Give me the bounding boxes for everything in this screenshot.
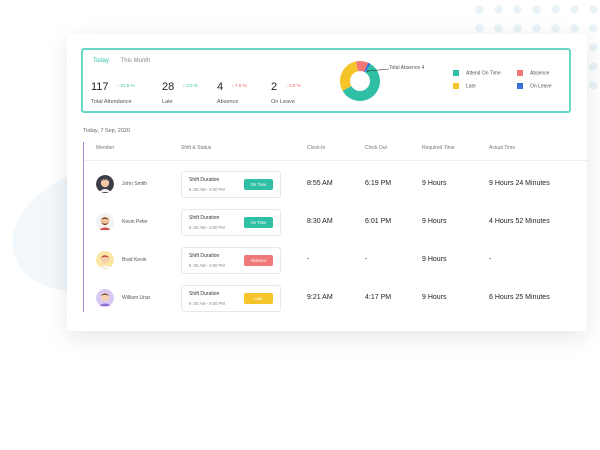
stat-label: On Leave (271, 99, 295, 105)
table-row[interactable]: John Smith Shift Duration 9 :00 AM - 6:0… (84, 165, 588, 203)
stat-absence: 4 ↓ 7.0 % Absence (217, 77, 247, 105)
member-name[interactable]: John Smith (122, 181, 148, 187)
legend-label: Absence (530, 70, 550, 77)
avatar-male-dark-hair-icon (96, 175, 114, 193)
legend-item-attend-on-time: Attend On Time (453, 70, 501, 76)
legend-label: Late (466, 83, 476, 90)
legend-item-late: Late (453, 83, 476, 89)
stat-label: Late (162, 99, 173, 105)
clock-out: 4:17 PM (365, 294, 392, 301)
donut-slice-absence (355, 61, 369, 72)
actual-time: 6 Hours 25 Minutes (489, 294, 550, 301)
required-time: 9 Hours (422, 294, 447, 301)
trend-up-icon: ↑ 3.0 % (182, 83, 198, 89)
legend-item-on-leave: On Leave (517, 83, 552, 89)
clock-in: 8:55 AM (307, 180, 333, 187)
stat-value: 4 (217, 81, 224, 93)
clock-in: - (307, 256, 310, 263)
stat-label: Absence (217, 99, 239, 105)
legend-label: Attend On Time (466, 70, 501, 77)
member-name[interactable]: Brad Kevin (122, 257, 147, 263)
clock-in: 9:21 AM (307, 294, 333, 301)
shift-card: Shift Duration 9 :00 AM - 6:00 PM On Tim… (181, 209, 281, 236)
attendance-summary-panel: Today This Month 117 ↑ 21.5 % Total Atte… (81, 48, 571, 113)
shift-title: Shift Duration (189, 215, 220, 221)
column-clock-out: Clock Out (365, 145, 387, 151)
shift-card: Shift Duration 9 :00 AM - 6:00 PM Late (181, 285, 281, 312)
clock-out: 6:19 PM (365, 180, 392, 187)
date-label: Today, 7 Sep, 2020 (83, 128, 130, 134)
stat-trend: 3.0 % (289, 83, 301, 89)
legend-swatch (517, 70, 523, 76)
column-actual-time: Actual Time (489, 145, 516, 151)
avatar-male-yellow-icon (96, 251, 114, 269)
column-clock-in: Clock-In (307, 145, 326, 151)
stat-value: 117 (91, 81, 109, 93)
stat-value: 2 (271, 81, 278, 93)
clock-in: 8:30 AM (307, 218, 333, 225)
legend-swatch (517, 83, 523, 89)
stat-on-leave: 2 ↓ 3.0 % On Leave (271, 77, 301, 105)
member-name[interactable]: William Unar (122, 295, 151, 301)
shift-time: 9 :00 AM - 6:00 PM (189, 187, 225, 192)
stat-value: 28 (162, 81, 175, 93)
required-time: 9 Hours (422, 180, 447, 187)
status-badge: Absence (244, 255, 273, 266)
member-name[interactable]: Kevin Peter (122, 219, 148, 225)
shift-card: Shift Duration 9 :00 AM - 6:00 PM Absenc… (181, 247, 281, 274)
shift-time: 9 :00 AM - 6:00 PM (189, 263, 225, 268)
stat-trend: 7.0 % (235, 83, 247, 89)
stat-late: 28 ↑ 3.0 % Late (162, 77, 198, 105)
donut-annotation: Total Absence 4 (389, 65, 425, 71)
column-required-time: Required Time (422, 145, 455, 151)
trend-down-icon: ↓ 3.0 % (285, 83, 301, 89)
column-shift-status: Shift & Status (181, 145, 212, 151)
donut-slice-late (340, 61, 358, 91)
absence-donut-chart (340, 61, 380, 101)
trend-down-icon: ↓ 7.0 % (231, 83, 247, 89)
column-member: Member (96, 145, 115, 151)
trend-up-icon: ↑ 21.5 % (117, 83, 135, 89)
donut-slice-attend-on-time (342, 63, 380, 101)
avatar-male-beard-icon (96, 213, 114, 231)
actual-time: 4 Hours 52 Minutes (489, 218, 550, 225)
actual-time: 9 Hours 24 Minutes (489, 180, 550, 187)
status-badge: On Time (244, 179, 273, 190)
clock-out: 6:01 PM (365, 218, 392, 225)
shift-time: 9 :00 AM - 6:00 PM (189, 225, 225, 230)
table-row[interactable]: Kevin Peter Shift Duration 9 :00 AM - 6:… (84, 203, 588, 241)
required-time: 9 Hours (422, 256, 447, 263)
actual-time: - (489, 256, 492, 263)
shift-title: Shift Duration (189, 291, 220, 297)
table-row[interactable]: Brad Kevin Shift Duration 9 :00 AM - 6:0… (84, 241, 588, 279)
stat-label: Total Attendance (91, 99, 132, 105)
stat-trend: 3.0 % (186, 83, 198, 89)
legend-item-absence: Absence (517, 70, 549, 76)
avatar-male-purple-icon (96, 289, 114, 307)
shift-time: 9 :00 AM - 6:00 PM (189, 301, 225, 306)
legend-label: On Leave (530, 83, 552, 90)
shift-card: Shift Duration 9 :00 AM - 6:00 PM On Tim… (181, 171, 281, 198)
attendance-table: Member Shift & Status Clock-In Clock Out… (83, 142, 588, 312)
attendance-card: Today This Month 117 ↑ 21.5 % Total Atte… (67, 34, 588, 331)
tab-today[interactable]: Today (93, 58, 110, 64)
legend-swatch (453, 70, 459, 76)
required-time: 9 Hours (422, 218, 447, 225)
clock-out: - (365, 256, 368, 263)
stat-total-attendance: 117 ↑ 21.5 % Total Attendance (91, 77, 135, 105)
donut-slice-on-leave (364, 62, 371, 73)
legend-swatch (453, 83, 459, 89)
annotation-leader-line (367, 68, 390, 72)
status-badge: On Time (244, 217, 273, 228)
shift-title: Shift Duration (189, 177, 220, 183)
table-header: Member Shift & Status Clock-In Clock Out… (84, 142, 588, 161)
tab-this-month[interactable]: This Month (120, 58, 151, 64)
table-row[interactable]: William Unar Shift Duration 9 :00 AM - 6… (84, 279, 588, 317)
shift-title: Shift Duration (189, 253, 220, 259)
stat-trend: 21.5 % (120, 83, 135, 89)
period-tabs: Today This Month (93, 58, 160, 64)
status-badge: Late (244, 293, 273, 304)
